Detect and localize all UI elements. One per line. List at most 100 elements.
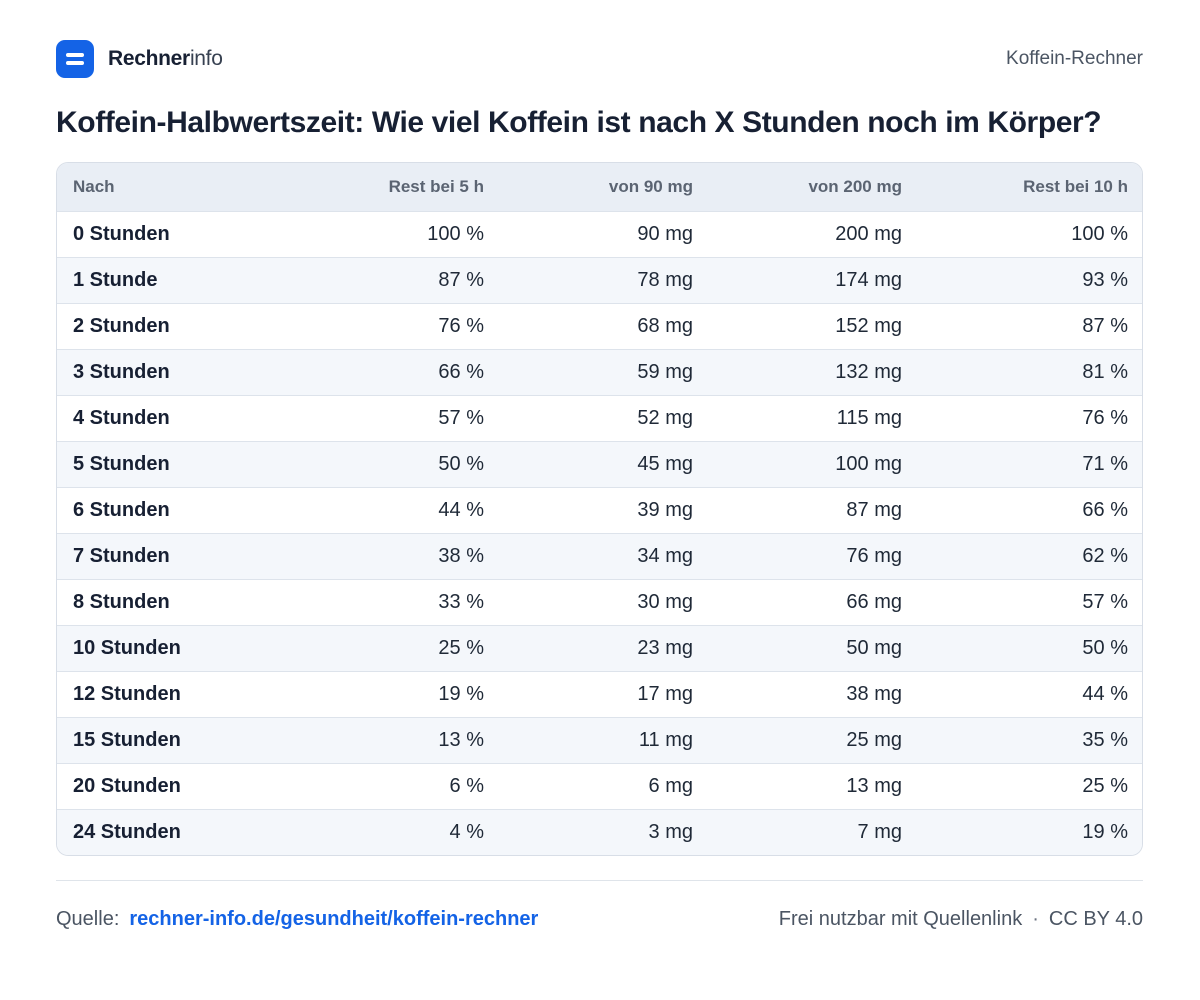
table-header-row: Nach Rest bei 5 h von 90 mg von 200 mg Rest … bbox=[57, 163, 1142, 211]
row-label-cell: 12 Stunden bbox=[73, 682, 181, 705]
table-cell: 25 % bbox=[1082, 774, 1128, 797]
table-cell: 90 mg bbox=[637, 222, 693, 245]
table-cell: 45 mg bbox=[637, 452, 693, 475]
table-row: 6 Stunden 44 % 39 mg 87 mg 66 % bbox=[57, 487, 1142, 533]
table-cell: 66 % bbox=[438, 360, 484, 383]
table-cell: 57 % bbox=[1082, 590, 1128, 613]
table-cell: 100 % bbox=[427, 222, 484, 245]
table-cell: 38 % bbox=[438, 544, 484, 567]
column-header: Rest bei 10 h bbox=[1023, 176, 1128, 196]
row-label-cell: 10 Stunden bbox=[73, 636, 181, 659]
license-text: Frei nutzbar mit Quellenlink bbox=[778, 907, 1023, 930]
table-cell: 35 % bbox=[1082, 728, 1128, 751]
table-cell: 100 mg bbox=[835, 452, 902, 475]
row-label-cell: 0 Stunden bbox=[73, 222, 170, 245]
table-row: 15 Stunden 13 % 11 mg 25 mg 35 % bbox=[57, 717, 1142, 763]
table-row: 24 Stunden 4 % 3 mg 7 mg 19 % bbox=[57, 809, 1142, 855]
table-row: 5 Stunden 50 % 45 mg 100 mg 71 % bbox=[57, 441, 1142, 487]
table-cell: 23 mg bbox=[637, 636, 693, 659]
column-header: von 200 mg bbox=[808, 176, 902, 196]
table-row: 12 Stunden 19 % 17 mg 38 mg 44 % bbox=[57, 671, 1142, 717]
brand-logo[interactable]: Rechnerinfo bbox=[56, 40, 223, 78]
table-row: 7 Stunden 38 % 34 mg 76 mg 62 % bbox=[57, 533, 1142, 579]
footer-divider bbox=[56, 880, 1143, 881]
table-cell: 6 % bbox=[449, 774, 484, 797]
caffeine-table: Nach Rest bei 5 h von 90 mg von 200 mg Rest … bbox=[56, 162, 1143, 856]
table-row: 10 Stunden 25 % 23 mg 50 mg 50 % bbox=[57, 625, 1142, 671]
brand-name-bold: Rechner bbox=[108, 47, 190, 70]
table-cell: 38 mg bbox=[846, 682, 902, 705]
table-cell: 34 mg bbox=[637, 544, 693, 567]
caffeine-data-table: Nach Rest bei 5 h von 90 mg von 200 mg Rest … bbox=[57, 163, 1142, 855]
table-cell: 3 mg bbox=[648, 820, 693, 843]
row-label-cell: 1 Stunde bbox=[73, 268, 158, 291]
table-cell: 6 mg bbox=[648, 774, 693, 797]
table-row: 2 Stunden 76 % 68 mg 152 mg 87 % bbox=[57, 303, 1142, 349]
table-cell: 76 mg bbox=[846, 544, 902, 567]
table-cell: 76 % bbox=[1082, 406, 1128, 429]
table-row: 0 Stunden 100 % 90 mg 200 mg 100 % bbox=[57, 211, 1142, 257]
table-cell: 13 % bbox=[438, 728, 484, 751]
table-cell: 71 % bbox=[1082, 452, 1128, 475]
table-cell: 19 % bbox=[438, 682, 484, 705]
table-cell: 93 % bbox=[1082, 268, 1128, 291]
table-cell: 25 % bbox=[438, 636, 484, 659]
table-cell: 62 % bbox=[1082, 544, 1128, 567]
table-cell: 19 % bbox=[1082, 820, 1128, 843]
page-footer: Quelle: rechner-info.de/gesundheit/koffe… bbox=[56, 905, 1143, 933]
table-cell: 57 % bbox=[438, 406, 484, 429]
table-cell: 25 mg bbox=[846, 728, 902, 751]
table-cell: 44 % bbox=[1082, 682, 1128, 705]
column-header: Rest bei 5 h bbox=[388, 176, 484, 196]
row-label-cell: 15 Stunden bbox=[73, 728, 181, 751]
table-cell: 174 mg bbox=[835, 268, 902, 291]
table-cell: 76 % bbox=[438, 314, 484, 337]
row-label-cell: 20 Stunden bbox=[73, 774, 181, 797]
column-header: Nach bbox=[73, 176, 115, 196]
table-cell: 13 mg bbox=[846, 774, 902, 797]
table-row: 1 Stunde 87 % 78 mg 174 mg 93 % bbox=[57, 257, 1142, 303]
license-name: CC BY 4.0 bbox=[1048, 907, 1143, 930]
table-cell: 200 mg bbox=[835, 222, 902, 245]
table-cell: 17 mg bbox=[637, 682, 693, 705]
page-header: Rechnerinfo Koffein-Rechner bbox=[56, 40, 1143, 78]
brand-name-light: info bbox=[189, 47, 223, 70]
row-label-cell: 2 Stunden bbox=[73, 314, 170, 337]
table-row: 8 Stunden 33 % 30 mg 66 mg 57 % bbox=[57, 579, 1142, 625]
row-label-cell: 6 Stunden bbox=[73, 498, 170, 521]
table-cell: 11 mg bbox=[638, 728, 693, 751]
row-label-cell: 8 Stunden bbox=[73, 590, 170, 613]
table-cell: 50 % bbox=[1082, 636, 1128, 659]
brand-name: Rechnerinfo bbox=[108, 47, 223, 71]
page-category-label: Koffein-Rechner bbox=[1006, 48, 1143, 69]
page-title: Koffein-Halbwertszeit: Wie viel Koffein … bbox=[56, 106, 1102, 139]
source-info: Quelle: rechner-info.de/gesundheit/koffe… bbox=[56, 908, 538, 931]
column-header: von 90 mg bbox=[608, 176, 693, 196]
table-cell: 66 mg bbox=[846, 590, 902, 613]
row-label-cell: 4 Stunden bbox=[73, 406, 170, 429]
table-cell: 81 % bbox=[1082, 360, 1128, 383]
row-label-cell: 3 Stunden bbox=[73, 360, 170, 383]
table-cell: 132 mg bbox=[835, 360, 902, 383]
table-cell: 50 mg bbox=[846, 636, 902, 659]
table-cell: 66 % bbox=[1082, 498, 1128, 521]
table-cell: 4 % bbox=[449, 820, 484, 843]
table-cell: 33 % bbox=[438, 590, 484, 613]
table-row: 20 Stunden 6 % 6 mg 13 mg 25 % bbox=[57, 763, 1142, 809]
table-cell: 39 mg bbox=[637, 498, 693, 521]
table-body: 0 Stunden 100 % 90 mg 200 mg 100 % 1 Stunde 87… bbox=[57, 211, 1142, 855]
table-cell: 87 % bbox=[1082, 314, 1128, 337]
table-cell: 44 % bbox=[438, 498, 484, 521]
table-cell: 87 % bbox=[438, 268, 484, 291]
table-cell: 87 mg bbox=[846, 498, 902, 521]
row-label-cell: 5 Stunden bbox=[73, 452, 170, 475]
table-cell: 115 mg bbox=[836, 406, 902, 429]
table-cell: 68 mg bbox=[637, 314, 693, 337]
license-info: Frei nutzbar mit Quellenlink · CC BY 4.0 bbox=[779, 908, 1143, 931]
separator-dot: · bbox=[1032, 907, 1039, 930]
table-cell: 52 mg bbox=[637, 406, 693, 429]
table-row: 4 Stunden 57 % 52 mg 115 mg 76 % bbox=[57, 395, 1142, 441]
table-cell: 30 mg bbox=[637, 590, 693, 613]
source-link[interactable]: rechner-info.de/gesundheit/koffein-rechn… bbox=[129, 907, 539, 930]
table-cell: 50 % bbox=[438, 452, 484, 475]
